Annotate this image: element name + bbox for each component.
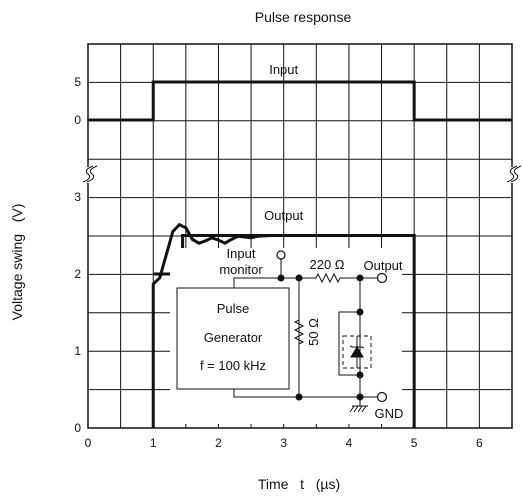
y-tick-label: 3 <box>74 190 81 204</box>
y-tick-label: 0 <box>74 421 81 435</box>
x-tick-label: 2 <box>215 436 222 450</box>
y-tick-label: 0 <box>74 113 81 127</box>
generator-label-line3: f = 100 kHz <box>200 358 266 373</box>
zener-diode-symbol <box>342 335 372 369</box>
x-tick-label: 3 <box>280 436 287 450</box>
test-circuit: Pulse Generator f = 100 kHz <box>170 246 403 424</box>
y-tick-labels: 5 0 3 2 1 0 <box>74 75 81 435</box>
generator-label-line1: Pulse <box>217 301 250 316</box>
input-monitor-label-line2: monitor <box>219 262 263 277</box>
input-monitor-terminal <box>276 250 286 260</box>
x-tick-label: 6 <box>476 436 483 450</box>
generator-label-line2: Generator <box>204 330 263 345</box>
y-tick-label: 5 <box>74 75 81 89</box>
gnd-label: GND <box>375 406 404 421</box>
x-axis-label: Time t (µs) <box>258 476 340 492</box>
chart-title: Pulse response <box>255 9 352 25</box>
x-tick-label: 0 <box>85 436 92 450</box>
y-tick-label: 1 <box>74 344 81 358</box>
series-label-input: Input <box>269 62 298 77</box>
resistor-220-label: 220 Ω <box>309 257 344 272</box>
series-label-output: Output <box>264 208 303 223</box>
x-tick-label: 1 <box>150 436 157 450</box>
plot-frame <box>87 43 513 429</box>
x-tick-labels: 0 1 2 3 4 5 6 <box>85 436 483 450</box>
resistor-50-symbol <box>293 319 305 345</box>
output-label: Output <box>363 258 402 273</box>
grid <box>87 43 513 429</box>
junction-dots <box>277 274 364 401</box>
y-axis-label: Voltage swing (V) <box>9 204 25 321</box>
axis-break-right-marker <box>505 165 522 183</box>
input-monitor-label-line1: Input <box>227 246 256 261</box>
resistor-50-label: 50 Ω <box>306 318 321 346</box>
x-tick-label: 4 <box>346 436 353 450</box>
pulse-generator-box: Pulse Generator f = 100 kHz <box>176 287 290 390</box>
input-upper-trace <box>88 80 512 122</box>
x-tick-label: 5 <box>411 436 418 450</box>
axis-break-left-marker <box>80 165 98 183</box>
output-terminal <box>376 272 388 284</box>
resistor-220-symbol <box>315 272 341 284</box>
gnd-terminal <box>376 391 388 403</box>
y-tick-label: 2 <box>74 267 81 281</box>
output-trace <box>151 222 416 428</box>
